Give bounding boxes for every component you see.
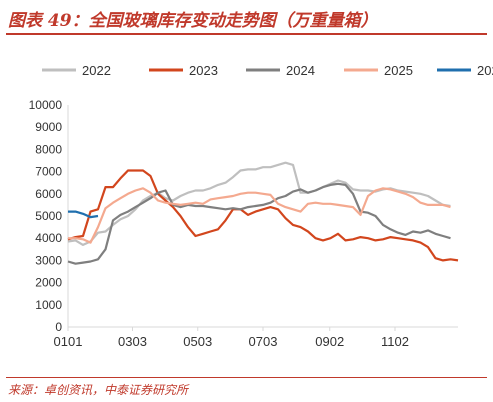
legend-label-2022: 2022 bbox=[82, 63, 111, 78]
y-tick-label: 9000 bbox=[35, 120, 62, 134]
y-tick-label: 0 bbox=[55, 320, 62, 334]
legend-label-2023: 2023 bbox=[189, 63, 218, 78]
series-line-2024 bbox=[67, 182, 451, 265]
source-note: 来源：卓创资讯，中泰证券研究所 bbox=[8, 383, 189, 397]
series-line-2023 bbox=[67, 169, 459, 262]
x-tick-label: 0902 bbox=[315, 334, 344, 349]
y-tick-label: 2000 bbox=[35, 276, 62, 290]
legend-label-2025: 2025 bbox=[384, 63, 413, 78]
y-tick-label: 8000 bbox=[35, 142, 62, 156]
series-line-2025 bbox=[68, 187, 451, 244]
series-line-2022 bbox=[67, 161, 451, 246]
x-tick-label: 0101 bbox=[54, 334, 83, 349]
x-tick-label: 0303 bbox=[118, 334, 147, 349]
series-line-2026 bbox=[68, 210, 99, 219]
x-axis: 0101 0303 0503 0703 0902 1102 bbox=[54, 326, 458, 349]
y-tick-label: 1000 bbox=[35, 298, 62, 312]
x-tick-label: 0703 bbox=[249, 334, 278, 349]
y-tick-label: 10000 bbox=[29, 98, 63, 112]
y-tick-label: 7000 bbox=[35, 165, 62, 179]
legend-label-2024: 2024 bbox=[286, 63, 315, 78]
legend-label-2026: 2026 bbox=[477, 63, 493, 78]
title-divider bbox=[6, 33, 487, 35]
x-tick-label: 0503 bbox=[183, 334, 212, 349]
series-lines bbox=[67, 161, 459, 265]
y-tick-label: 5000 bbox=[35, 209, 62, 223]
page-title: 图表 49：全国玻璃库存变动走势图（万重量箱） bbox=[8, 11, 378, 31]
y-tick-label: 4000 bbox=[35, 231, 62, 245]
y-tick-label: 3000 bbox=[35, 253, 62, 267]
footer-divider bbox=[6, 377, 487, 378]
chart-legend: 2022 2023 2024 2025 2026 bbox=[42, 63, 493, 78]
y-axis: 0 1000 2000 3000 4000 5000 6000 7000 8000 9000 100… bbox=[29, 98, 69, 334]
y-tick-label: 6000 bbox=[35, 187, 62, 201]
x-tick-label: 1102 bbox=[381, 334, 409, 349]
